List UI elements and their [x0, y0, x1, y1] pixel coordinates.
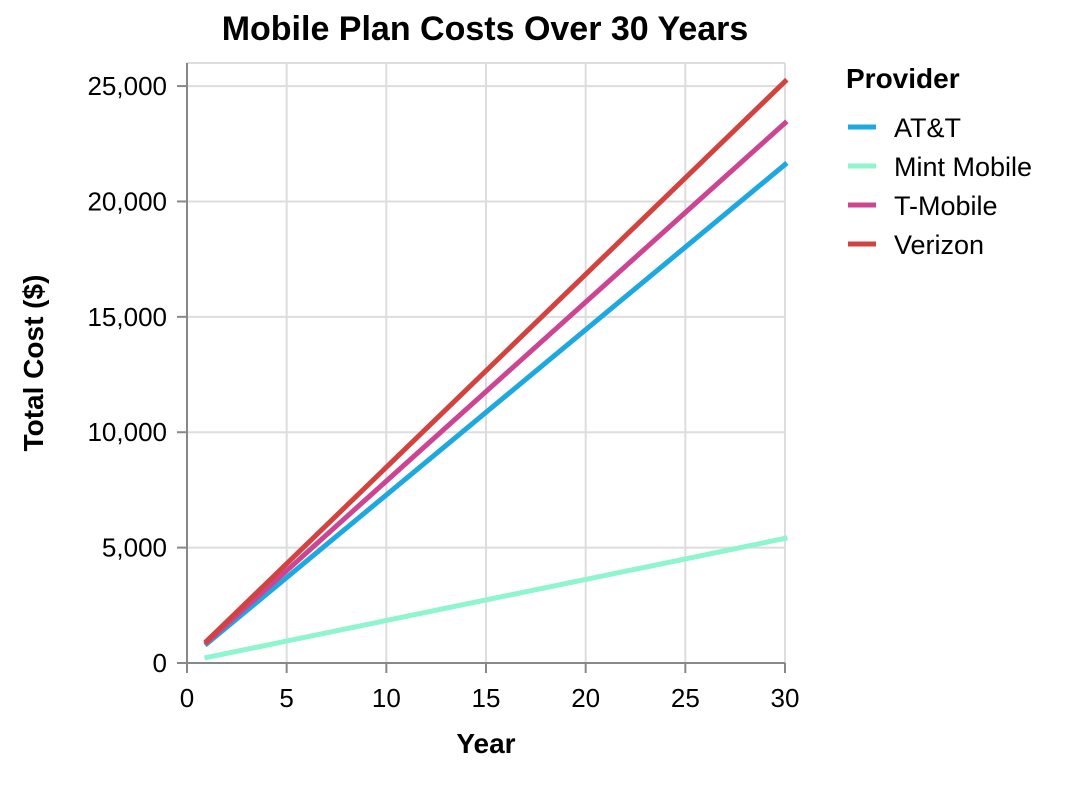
chart-title: Mobile Plan Costs Over 30 Years [222, 10, 749, 48]
x-tick-label: 15 [472, 683, 501, 713]
legend-label-mint-mobile: Mint Mobile [894, 152, 1032, 182]
x-tick-label: 10 [372, 683, 401, 713]
x-tick-label: 20 [571, 683, 600, 713]
y-tick-label: 15,000 [87, 302, 167, 332]
y-axis-title: Total Cost ($) [18, 275, 49, 452]
x-tick-label: 25 [671, 683, 700, 713]
legend-label-verizon: Verizon [894, 230, 984, 260]
x-tick-label: 0 [180, 683, 194, 713]
x-axis-title: Year [456, 728, 515, 759]
series-line-verizon [203, 77, 789, 645]
legend-title: Provider [846, 63, 960, 94]
x-tick-label: 5 [279, 683, 293, 713]
series-line-at-t [203, 161, 789, 648]
y-tick-label: 20,000 [87, 186, 167, 216]
legend-label-t-mobile: T-Mobile [894, 191, 998, 221]
legend: Provider AT&T Mint Mobile T-Mobile Verizon [846, 63, 1032, 260]
legend-label-at-t: AT&T [894, 113, 961, 143]
y-tick-label: 0 [153, 648, 167, 678]
y-tick-label: 25,000 [87, 71, 167, 101]
y-tick-label: 10,000 [87, 417, 167, 447]
y-tick-label: 5,000 [102, 533, 167, 563]
series-line-t-mobile [203, 119, 789, 646]
series-line-mint-mobile [203, 535, 788, 661]
grid [186, 62, 786, 664]
series-lines [203, 77, 789, 661]
x-tick-label: 30 [771, 683, 800, 713]
axes: 0 5 10 15 20 25 30 0 5,000 10,000 15,000 20,000 25,0… [87, 63, 799, 713]
